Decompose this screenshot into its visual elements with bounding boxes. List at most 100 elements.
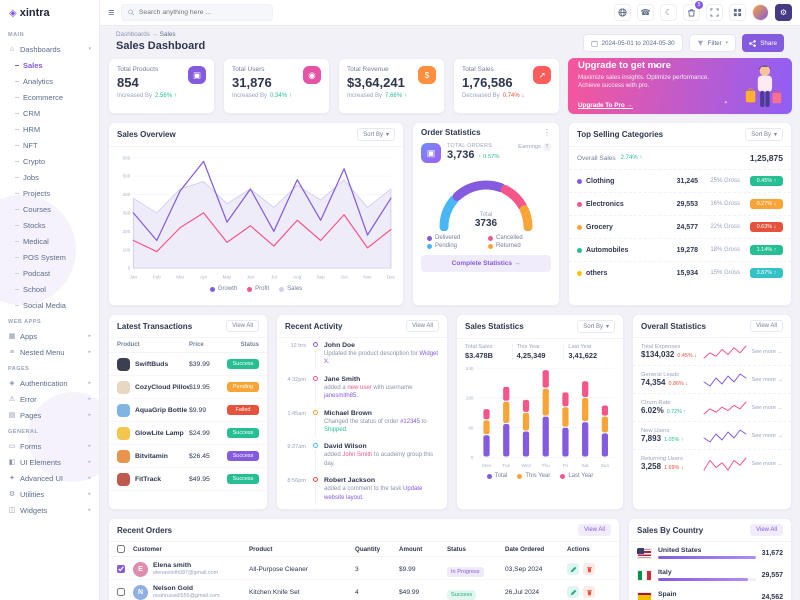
column-header: Amount: [399, 545, 423, 553]
dark-mode-icon[interactable]: ☾: [660, 4, 677, 21]
sidebar-item[interactable]: Crypto: [0, 153, 99, 169]
sidebar-item[interactable]: Ecommerce: [0, 89, 99, 105]
transaction-row[interactable]: AquaGrip Bottle $9.99 Failed: [109, 399, 267, 422]
sidebar-item[interactable]: ⚙ Utilities ▸: [0, 486, 99, 502]
users-icon: ◉: [303, 66, 321, 84]
category-dot: [577, 247, 582, 253]
activity-text-link[interactable]: John Smith: [342, 452, 373, 459]
delete-button[interactable]: [583, 586, 595, 598]
sidebar-item[interactable]: Medical: [0, 233, 99, 249]
view-all-button[interactable]: View All: [226, 320, 259, 332]
sidebar-item[interactable]: Sales: [0, 57, 99, 73]
transaction-row[interactable]: SwiftBuds $39.99 Success: [109, 353, 267, 376]
sidebar-item[interactable]: Courses: [0, 201, 99, 217]
sidebar-item[interactable]: Analytics: [0, 73, 99, 89]
sidebar-item[interactable]: ⚠ Error ▸: [0, 391, 99, 407]
topbar: ≡ ☎ ☾ 5 ⚙: [100, 0, 800, 26]
upgrade-pro-link[interactable]: Upgrade To Pro →: [578, 102, 633, 110]
transaction-row[interactable]: Bitvitamin $26.45 Success: [109, 445, 267, 468]
activity-text-link[interactable]: Shipped.: [324, 426, 348, 433]
sidebar-item[interactable]: ◧ UI Elements ▸: [0, 454, 99, 470]
sort-by-button[interactable]: Sort By ▾: [745, 128, 783, 141]
filter-button[interactable]: Filter ▾: [688, 34, 737, 52]
sidebar-item[interactable]: CRM: [0, 105, 99, 121]
settings-gear-icon[interactable]: ⚙: [775, 4, 792, 21]
share-button[interactable]: Share: [742, 34, 784, 52]
sidebar-item[interactable]: ≡ Nested Menu ▸: [0, 344, 99, 360]
category-row[interactable]: others 15,934 15% Gross 3.87% ↑: [569, 262, 791, 284]
activity-text-link[interactable]: new user: [347, 384, 372, 391]
sidebar-item[interactable]: ▦ Apps ▸: [0, 328, 99, 344]
see-more-link[interactable]: See more →: [751, 460, 783, 467]
sidebar-item[interactable]: ◫ Widgets ▸: [0, 502, 99, 518]
sidebar-item[interactable]: ▭ Forms ▸: [0, 438, 99, 454]
edit-button[interactable]: [567, 586, 579, 598]
sidebar-item[interactable]: Stocks: [0, 217, 99, 233]
category-row[interactable]: Electronics 29,553 16% Gross 0.27% ↓: [569, 193, 791, 216]
sidebar-item[interactable]: ▤ Pages ▸: [0, 407, 99, 423]
delete-button[interactable]: [583, 563, 595, 575]
transaction-row[interactable]: FitTrack $49.95 Success: [109, 468, 267, 491]
search-input[interactable]: [138, 9, 267, 16]
card-title: Top Selling Categories: [577, 130, 664, 139]
sidebar-item[interactable]: NFT: [0, 137, 99, 153]
sparkline-chart: [703, 345, 747, 358]
row-checkbox[interactable]: [117, 565, 125, 573]
activity-text-link[interactable]: Update website layout.: [324, 486, 423, 501]
search-bar[interactable]: [121, 4, 274, 21]
earnings-link[interactable]: Earnings ?: [518, 143, 551, 151]
sidebar-item[interactable]: HRM: [0, 121, 99, 137]
upgrade-title: Upgrade to get more: [578, 59, 671, 71]
sidebar-item[interactable]: Projects: [0, 185, 99, 201]
view-all-button[interactable]: View All: [750, 524, 783, 536]
complete-statistics-button[interactable]: Complete Statistics →: [421, 255, 551, 272]
fullscreen-icon[interactable]: [706, 4, 723, 21]
breadcrumb-dashboards[interactable]: Dashboards: [116, 31, 150, 38]
sidebar-item[interactable]: Social Media: [0, 297, 99, 313]
select-all-checkbox[interactable]: [117, 545, 125, 553]
overall-statistics-card: Overall Statistics View All Total Expens…: [632, 314, 792, 510]
orders-table-body: E Elena smith elenasmith087@gmail.com Al…: [109, 557, 619, 600]
see-more-link[interactable]: See more →: [751, 376, 783, 383]
view-all-button[interactable]: View All: [406, 320, 439, 332]
sidebar-item[interactable]: ◈ Authentication ▸: [0, 375, 99, 391]
sort-by-button[interactable]: Sort By ▾: [577, 320, 615, 333]
kebab-menu-icon[interactable]: ⋮: [543, 128, 551, 137]
apps-grid-icon[interactable]: [729, 4, 746, 21]
activity-text-link[interactable]: janesmith85.: [324, 393, 359, 400]
category-row[interactable]: Clothing 31,245 25% Gross 0.45% ↑: [569, 170, 791, 193]
transaction-row[interactable]: GlowLite Lamp $24.99 Success: [109, 422, 267, 445]
user-avatar[interactable]: [752, 4, 769, 21]
see-more-link[interactable]: See more →: [751, 348, 783, 355]
sidebar-item-label: Apps: [20, 331, 38, 341]
language-icon[interactable]: [614, 4, 631, 21]
row-checkbox[interactable]: [117, 588, 125, 596]
sidebar-item[interactable]: Jobs: [0, 169, 99, 185]
cart-icon[interactable]: 5: [683, 1, 703, 21]
call-icon[interactable]: ☎: [637, 4, 654, 21]
order-row[interactable]: E Elena smith elenasmith087@gmail.com Al…: [109, 557, 619, 580]
sidebar-item[interactable]: ⌂ Dashboards ▾: [0, 41, 99, 57]
sidebar-item[interactable]: Podcast: [0, 265, 99, 281]
hamburger-menu-icon[interactable]: ≡: [108, 6, 115, 19]
app-logo[interactable]: ◈ xintra: [0, 0, 99, 26]
sidebar-item: WEB APPS: [0, 315, 99, 328]
order-row[interactable]: N Nelson Gold noahrussell556@gmail.com K…: [109, 580, 619, 600]
activity-text-link[interactable]: Widget X.: [324, 351, 439, 366]
view-all-button[interactable]: View All: [578, 524, 611, 536]
order-date: 26,Jul 2024: [505, 588, 540, 596]
see-more-link[interactable]: See more →: [751, 404, 783, 411]
sidebar-item[interactable]: POS System: [0, 249, 99, 265]
category-row[interactable]: Automobiles 19,278 18% Gross 1.14% ↑: [569, 239, 791, 262]
see-more-link[interactable]: See more →: [751, 432, 783, 439]
sidebar-item[interactable]: School: [0, 281, 99, 297]
category-row[interactable]: Grocery 24,577 22% Gross 0.63% ↓: [569, 216, 791, 239]
transaction-row[interactable]: CozyCloud Pillow $19.95 Pending: [109, 376, 267, 399]
edit-button[interactable]: [567, 563, 579, 575]
date-range-picker[interactable]: 2024-05-01 to 2024-05-30: [582, 34, 683, 52]
sidebar-item-label: Stocks: [23, 220, 46, 230]
sidebar-item[interactable]: ✦ Advanced UI ▸: [0, 470, 99, 486]
view-all-button[interactable]: View All: [750, 320, 783, 332]
activity-text-link[interactable]: #12345: [400, 418, 421, 425]
sort-by-button[interactable]: Sort By ▾: [357, 128, 395, 141]
